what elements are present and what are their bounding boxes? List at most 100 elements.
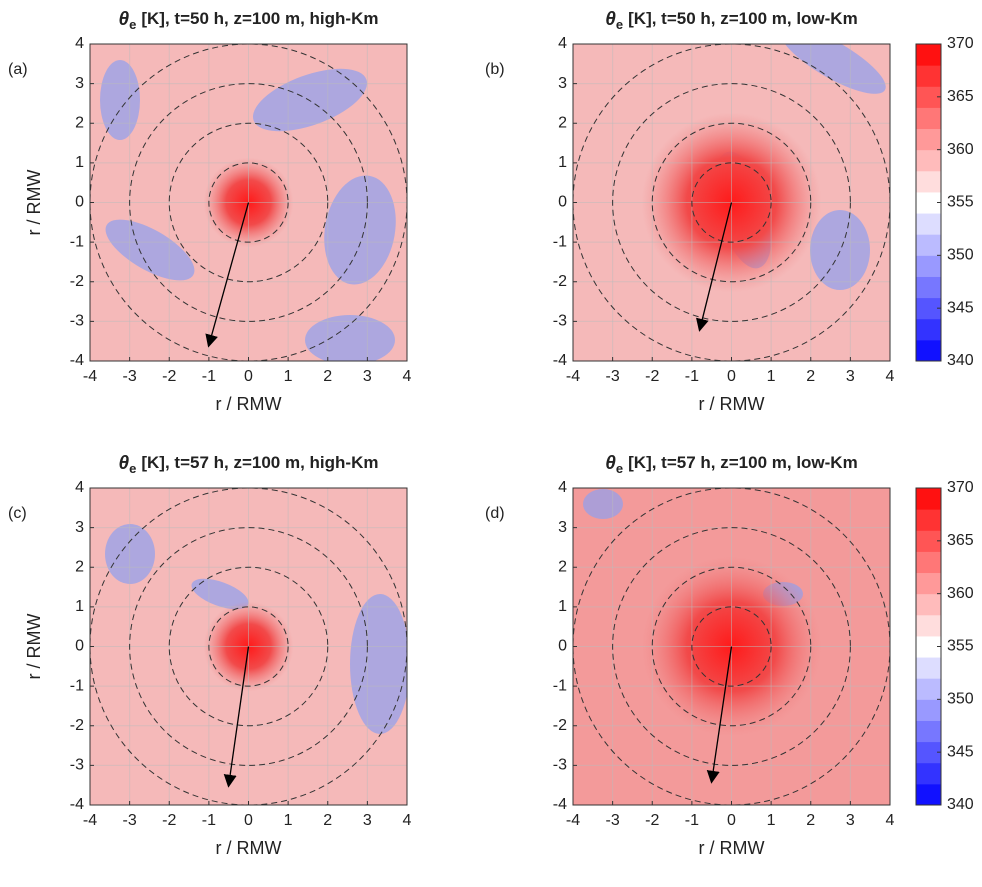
panel-label: (c): [8, 505, 27, 522]
colorbar-tick-label: 355: [947, 194, 974, 211]
colorbar-segment: [916, 318, 941, 341]
ring: [651, 122, 812, 283]
title-symbol: θ: [119, 9, 130, 30]
y-tick-label: -3: [553, 757, 567, 774]
y-tick-label: -3: [553, 313, 567, 330]
y-tick-label: -3: [70, 313, 84, 330]
y-tick-label: 3: [75, 75, 84, 92]
colorbar-segment: [916, 255, 941, 277]
x-tick-label: -2: [645, 368, 659, 385]
y-tick-label: -4: [70, 796, 84, 813]
chart-title: θe [K], t=57 h, z=100 m, high-Km: [119, 453, 379, 476]
x-tick-label: -1: [202, 812, 216, 829]
x-tick-label: -3: [606, 368, 620, 385]
x-tick-label: -3: [606, 812, 620, 829]
y-tick-label: 2: [558, 558, 567, 575]
colorbar-segment: [916, 678, 941, 700]
y-tick-label: 1: [75, 154, 84, 171]
x-axis-label: r / RMW: [216, 394, 282, 414]
x-tick-label: -2: [645, 812, 659, 829]
colorbar-segment: [916, 234, 941, 256]
colorbar-tick-label: 350: [947, 247, 974, 264]
title-text: [K], t=57 h, z=100 m, high-Km: [141, 453, 378, 472]
ring: [612, 527, 851, 766]
y-tick-label: -1: [553, 677, 567, 694]
x-tick-label: -3: [123, 368, 137, 385]
field-blob: [780, 44, 886, 94]
x-tick-label: -4: [83, 368, 97, 385]
rings: [573, 44, 890, 361]
x-tick-label: 3: [846, 368, 855, 385]
y-tick-label: 2: [75, 558, 84, 575]
title-text: [K], t=57 h, z=100 m, low-Km: [628, 453, 858, 472]
x-tick-label: -2: [162, 368, 176, 385]
y-tick-label: 1: [558, 598, 567, 615]
title-text: [K], t=50 h, z=100 m, low-Km: [628, 9, 858, 28]
colorbar-segment: [916, 657, 941, 679]
colorbar-tick-label: 360: [947, 585, 974, 602]
field-blob: [100, 60, 140, 140]
colorbar-segment: [916, 488, 941, 510]
x-tick-label: 4: [403, 368, 412, 385]
colorbar-tick-label: 340: [947, 796, 974, 813]
y-axis-label: r / RMW: [24, 170, 44, 236]
x-tick-label: -2: [162, 812, 176, 829]
x-tick-label: -1: [685, 368, 699, 385]
colorbar-segment: [916, 170, 941, 193]
y-tick-label: 2: [75, 114, 84, 131]
colorbar-tick-label: 365: [947, 88, 974, 105]
title-subscript: e: [616, 17, 623, 32]
ring: [168, 566, 329, 727]
ring: [691, 162, 772, 243]
field-blob: [583, 489, 623, 519]
colorbar-tick-label: 370: [947, 35, 974, 52]
x-tick-label: -4: [83, 812, 97, 829]
field-blob: [305, 315, 395, 361]
title-subscript: e: [129, 17, 136, 32]
colorbar-segment: [916, 720, 941, 743]
y-tick-label: 0: [75, 194, 84, 211]
x-tick-label: 0: [727, 812, 736, 829]
colorbar-segment: [916, 86, 941, 108]
x-tick-label: 2: [806, 368, 815, 385]
colorbar-segment: [916, 44, 941, 66]
y-axis-label: r / RMW: [24, 614, 44, 680]
colorbar-tick-label: 345: [947, 743, 974, 760]
y-tick-label: 1: [75, 598, 84, 615]
y-tick-label: -2: [553, 273, 567, 290]
title-text: [K], t=50 h, z=100 m, high-Km: [141, 9, 378, 28]
x-tick-label: 1: [284, 812, 293, 829]
x-tick-label: 2: [806, 812, 815, 829]
colorbar-tick-label: 340: [947, 352, 974, 369]
y-tick-label: -4: [70, 352, 84, 369]
y-tick-label: 0: [558, 638, 567, 655]
y-tick-label: -1: [70, 677, 84, 694]
chart-title: θe [K], t=57 h, z=100 m, low-Km: [605, 453, 857, 476]
x-tick-label: 0: [244, 812, 253, 829]
y-tick-label: 0: [75, 638, 84, 655]
field-blob: [810, 210, 870, 290]
x-tick-label: 3: [363, 812, 372, 829]
y-tick-label: -2: [70, 717, 84, 734]
x-tick-label: 2: [323, 812, 332, 829]
colorbar-segment: [916, 783, 941, 806]
y-tick-label: -3: [70, 757, 84, 774]
y-tick-label: 1: [558, 154, 567, 171]
colorbar-segment: [916, 762, 941, 785]
chart-title: θe [K], t=50 h, z=100 m, high-Km: [119, 9, 379, 32]
x-tick-label: 3: [363, 368, 372, 385]
y-tick-label: -4: [553, 352, 567, 369]
ring: [612, 83, 851, 322]
x-tick-label: 0: [244, 368, 253, 385]
y-tick-label: -4: [553, 796, 567, 813]
y-tick-label: 4: [75, 479, 84, 496]
y-tick-label: -2: [553, 717, 567, 734]
x-tick-label: 2: [323, 368, 332, 385]
rings: [90, 488, 407, 805]
rings: [573, 488, 890, 805]
ring: [691, 606, 772, 687]
x-tick-label: -1: [202, 368, 216, 385]
field: [573, 44, 890, 361]
ring: [208, 606, 289, 687]
field-blob: [350, 594, 407, 734]
